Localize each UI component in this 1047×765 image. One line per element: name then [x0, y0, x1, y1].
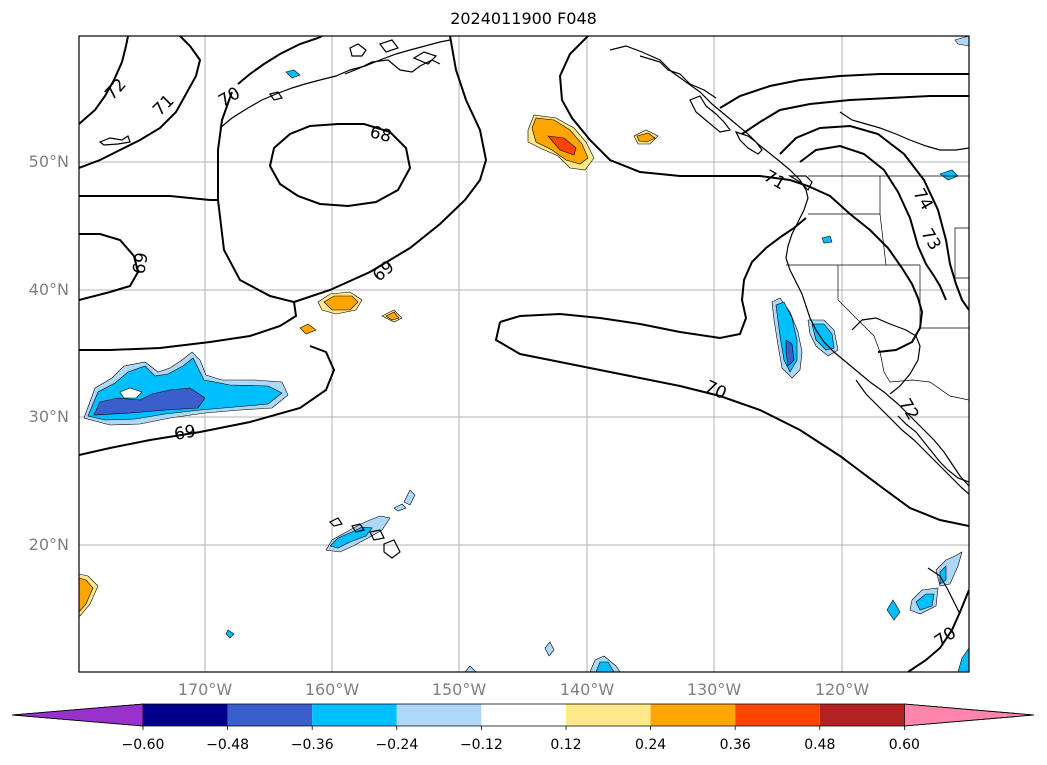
colorbar-bin-9: [819, 704, 905, 726]
lat-label-40n: 40°N: [28, 280, 69, 299]
colorbar-tick-label: −0.60: [121, 737, 165, 753]
colorbar-bin-3: [312, 704, 397, 726]
lon-label-170w: 170°W: [177, 680, 233, 699]
contour-label-69-south: 69: [173, 421, 198, 444]
colorbar: [11, 703, 1035, 730]
colorbar-tick-label: −0.36: [290, 737, 334, 753]
lat-label-50n: 50°N: [28, 152, 69, 171]
lon-label-120w: 120°W: [814, 680, 870, 699]
gridlines: [79, 36, 969, 672]
positive-anomaly-region-north: [527, 114, 659, 171]
colorbar-bin-7: [650, 704, 736, 726]
colorbar-bin-2: [227, 704, 313, 726]
colorbar-extend-min: [11, 703, 144, 727]
colorbar-bin-1: [143, 704, 228, 726]
lon-label-150w: 150°W: [431, 680, 487, 699]
coastlines: [98, 39, 969, 615]
colorbar-tick-label: −0.24: [375, 737, 419, 753]
contour-lines: [79, 36, 969, 672]
colorbar-bin-6: [566, 704, 651, 726]
colorbar-bin-5: [481, 704, 566, 726]
lat-label-20n: 20°N: [28, 535, 69, 554]
positive-anomaly-region-central: [79, 291, 403, 617]
colorbar-tick-label: 0.24: [635, 737, 667, 753]
colorbar-tick-label: −0.12: [459, 737, 503, 753]
lon-label-160w: 160°W: [304, 680, 360, 699]
plot-border: [78, 35, 970, 673]
map-title: 2024011900 F048: [450, 9, 597, 28]
contour-label-69-west: 69: [129, 251, 152, 276]
negative-anomaly-region-misc: [225, 36, 969, 672]
colorbar-bin-8: [735, 704, 820, 726]
colorbar-tick-label: 0.36: [719, 737, 751, 753]
lat-label-30n: 30°N: [28, 407, 69, 426]
colorbar-tick-label: 0.12: [550, 737, 582, 753]
colorbar-extend-max: [904, 703, 1035, 727]
colorbar-tick-label: 0.60: [888, 737, 920, 753]
colorbar-tick-label: −0.48: [206, 737, 250, 753]
colorbar-tick-label: 0.48: [804, 737, 836, 753]
negative-anomaly-region-west: [83, 351, 289, 426]
colorbar-bin-4: [396, 704, 482, 726]
negative-anomaly-region-california: [771, 235, 839, 379]
negative-anomaly-region-hawaii: [325, 489, 416, 553]
lon-label-130w: 130°W: [686, 680, 742, 699]
lon-label-140w: 140°W: [559, 680, 615, 699]
